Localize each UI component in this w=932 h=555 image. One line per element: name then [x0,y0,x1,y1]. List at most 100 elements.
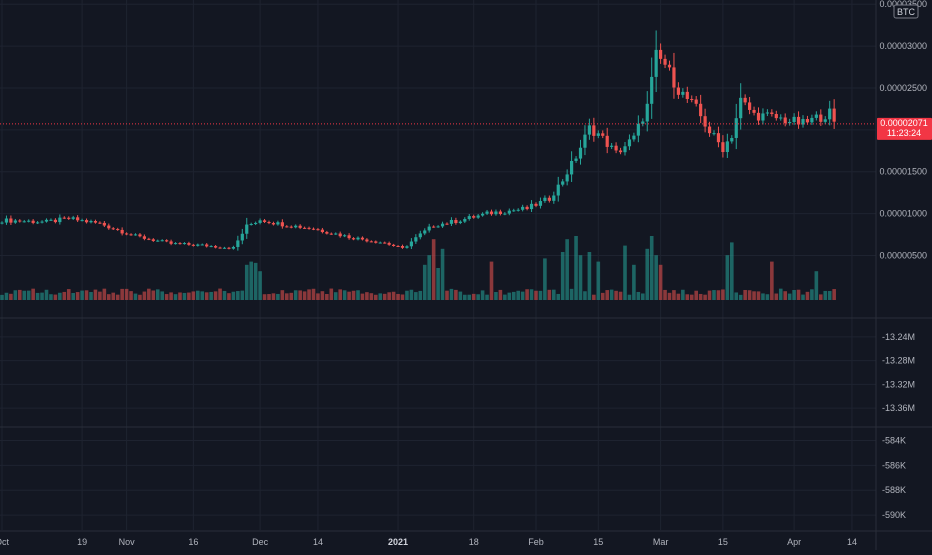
candle-body [454,219,458,224]
volume-bar [133,293,138,300]
candle-body [160,240,164,242]
volume-bar [387,292,391,300]
candle-body [529,203,534,210]
candle-body [298,225,302,228]
volume-bar [427,255,431,300]
indicator-1-tick-label: -13.36M [882,403,915,413]
volume-bar [333,292,338,300]
candle-body [761,113,765,121]
volume-bar [431,239,436,300]
candle-body [58,217,62,223]
volume-bar [213,291,218,300]
volume-bar [449,288,454,300]
volume-bar [231,291,236,300]
price-tick-label: 0.00001000 [879,209,927,219]
volume-bar [738,294,743,300]
candle-body [663,58,667,65]
volume-bar [645,248,650,300]
candle-body [22,221,26,223]
candle-body [31,220,35,223]
candle-body [436,226,440,228]
candle-body [538,201,543,206]
volume-bar [725,255,730,300]
candle-body [62,217,66,219]
candle-body [138,234,142,237]
time-tick-label: 2021 [388,537,408,547]
candle-body [610,145,614,147]
volume-bar [342,290,347,300]
candle-body [303,227,307,229]
volume-bar [325,293,329,300]
volume-bar [609,289,614,300]
volume-bar [587,252,592,300]
candle-body [440,223,445,227]
candle-body [165,240,169,242]
candle-body [690,98,694,100]
volume-bar [267,294,271,300]
volume-bar [770,261,774,300]
volume-bar [458,291,463,300]
candle-body [765,112,769,114]
indicator-1-tick-label: -13.32M [882,379,915,389]
volume-bar [98,291,102,300]
volume-bar [636,291,641,300]
candle-body [716,133,721,143]
volume-bar [694,290,698,300]
candle-body [565,174,569,182]
volume-bar [752,291,756,300]
time-tick-label: Dec [252,537,269,547]
candle-body [623,146,627,153]
candle-body [142,236,146,239]
candle-body [583,134,587,148]
indicator-2-axis[interactable]: -590K -588K -586K -584K [882,435,906,520]
volume-bar [164,294,169,300]
volume-bar [596,261,601,300]
volume-bar [280,290,285,300]
candle-body [240,233,244,241]
volume-bar [276,293,280,300]
volume-bar [756,291,761,300]
candle-body [320,229,324,233]
indicator-1-axis[interactable]: -13.36M -13.32M -13.28M -13.24M [882,332,915,413]
volume-bar [351,290,356,300]
candle-body [556,184,560,196]
time-axis[interactable]: Oct 19 Nov 16 Dec 14 2021 18 Feb 15 Mar 15 Apr 14 [0,537,857,547]
candle-body [365,239,369,242]
candle-body [681,91,685,95]
volume-bar [271,293,276,300]
time-tick-label: 14 [847,537,857,547]
volume-bar [792,289,796,300]
volume-bar [93,289,98,300]
candle-body [743,97,747,103]
volume-bar [801,294,805,300]
candle-body [98,222,102,224]
candle-body [636,123,640,136]
candle-body [552,195,556,201]
volume-bar [396,293,400,300]
volume-bar [307,289,311,300]
candle-body [343,235,347,237]
candle-body [76,217,80,221]
volume-bars [0,236,836,300]
candle-body [356,237,360,240]
volume-bar [667,292,672,300]
candle-body [231,246,235,249]
candle-body [770,112,774,115]
candle-body [614,145,618,151]
currency-badge: BTC [893,4,919,19]
volume-bar [347,291,351,300]
candle-body [667,64,672,68]
candle-body [449,219,454,224]
candle-body [338,233,342,237]
candle-body [525,206,529,210]
volume-bar [124,288,129,300]
candle-body [543,197,547,202]
volume-bar [805,291,810,300]
candle-body [294,225,298,228]
volume-bar [218,288,222,300]
candle-body [489,211,494,215]
candle-body [387,242,391,245]
candle-body [271,223,276,225]
